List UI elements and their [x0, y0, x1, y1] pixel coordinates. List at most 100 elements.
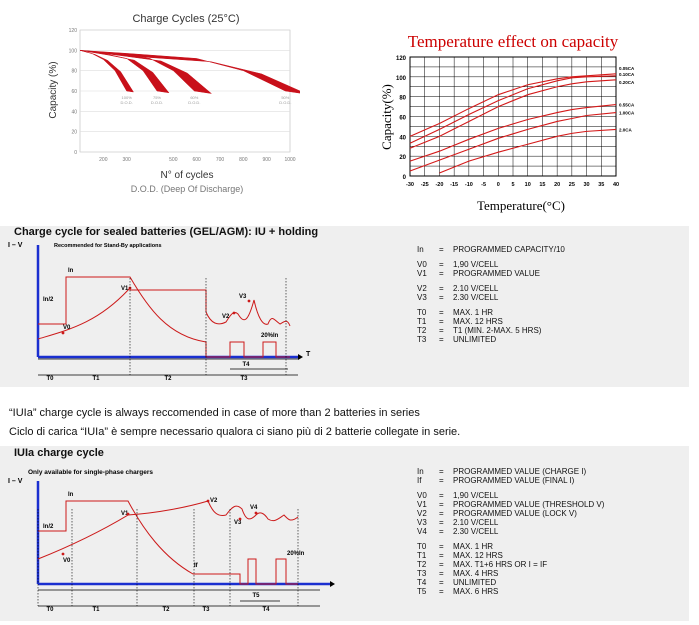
spec-equals: =: [439, 467, 444, 476]
series-label: 2.0CA: [619, 127, 633, 132]
spec-row: V3 = 2.30 V/CELL: [417, 293, 565, 302]
iuia-charge-diagram: I – VTOnly available for single-phase ch…: [8, 469, 335, 613]
curve-label: In: [68, 492, 74, 498]
x-tick-label: -30: [406, 182, 414, 188]
spec-symbol: In: [417, 467, 424, 476]
spec-row: V4 = 2.30 V/CELL: [417, 527, 604, 536]
x-tick-label: -15: [450, 182, 458, 188]
timeline-label: T0: [46, 376, 54, 382]
y-tick-label: 40: [399, 135, 406, 141]
spec-value: 2.30 V/CELL: [453, 527, 499, 536]
spec-value: PROGRAMMED VALUE: [453, 269, 540, 278]
spec-equals: =: [439, 317, 444, 326]
spec-equals: =: [439, 569, 444, 578]
spec-value: 2.10 V/CELL: [453, 518, 499, 527]
spec-row: T2 = MAX. T1+6 HRS OR I = IF: [417, 560, 604, 569]
x-tick-label: 5: [511, 182, 514, 188]
spec-row: T5 = MAX. 6 HRS: [417, 587, 604, 596]
spec-row: T4 = UNLIMITED: [417, 578, 604, 587]
x-tick-label: 1000: [284, 157, 295, 163]
diagram-note: Only available for single-phase chargers: [28, 469, 153, 476]
spec-symbol: V3: [417, 518, 427, 527]
point-marker: [126, 512, 130, 516]
iuia-spec-list: In = PROGRAMMED VALUE (CHARGE I) If = PROGRAM…: [417, 467, 604, 596]
spec-row: T2 = T1 (MIN. 2-MAX. 5 HRS): [417, 326, 565, 335]
spec-equals: =: [439, 500, 444, 509]
x-tick-label: -10: [465, 182, 473, 188]
x-tick-label: 25: [569, 182, 575, 188]
x-tick-label: 30: [584, 182, 590, 188]
x-axis-label: Temperature(°C): [477, 198, 565, 213]
y-tick-label: 20: [399, 155, 406, 161]
timeline-label: T2: [164, 376, 172, 382]
x-axis-arrow: [330, 581, 335, 587]
point-marker: [247, 299, 251, 303]
spec-row: T3 = UNLIMITED: [417, 335, 565, 344]
spec-symbol: T0: [417, 308, 427, 317]
spec-equals: =: [439, 476, 444, 485]
spec-symbol: T3: [417, 569, 427, 578]
spec-equals: =: [439, 293, 444, 302]
iu-spec-list: In = PROGRAMMED CAPACITY/10 V0 = 1,90 V/CELL V…: [417, 245, 565, 344]
timeline-label: T3: [240, 376, 248, 382]
x-tick-label: 0: [497, 182, 500, 188]
curve-label: V1: [121, 511, 129, 517]
point-marker: [61, 331, 65, 335]
dod-curve: [79, 50, 170, 94]
series-label: 0.10CA: [619, 72, 635, 77]
y-tick-label: 0: [74, 150, 77, 156]
y-axis-label: Capacity(%): [379, 84, 394, 150]
spec-value: MAX. 4 HRS: [453, 569, 499, 578]
spec-row: V0 = 1,90 V/CELL: [417, 260, 565, 269]
x-tick-label: 35: [598, 182, 604, 188]
spec-value: MAX. 1 HR: [453, 542, 494, 551]
spec-symbol: V1: [417, 269, 427, 278]
spec-symbol: V2: [417, 509, 427, 518]
curve-label: 20%In: [261, 333, 279, 339]
curve-label: In/2: [43, 297, 54, 303]
curve-label: If: [194, 563, 199, 569]
spec-equals: =: [439, 542, 444, 551]
spec-symbol: T1: [417, 317, 427, 326]
x-tick-label: 600: [192, 157, 201, 163]
current-curve: [38, 276, 290, 358]
spec-equals: =: [439, 245, 444, 254]
diagram-note: Recommended for Stand-By applications: [54, 243, 162, 249]
y-tick-label: 120: [69, 28, 78, 34]
timeline-label: T2: [162, 607, 170, 613]
spec-equals: =: [439, 578, 444, 587]
x-tick-label: -5: [481, 182, 486, 188]
spec-row: V2 = PROGRAMMED VALUE (LOCK V): [417, 509, 604, 518]
spec-symbol: V0: [417, 260, 427, 269]
timeline-label: T5: [252, 593, 260, 599]
x-axis-label: N° of cycles: [161, 170, 214, 181]
point-marker: [232, 311, 236, 315]
spec-symbol: In: [417, 245, 424, 254]
timeline-label: T0: [46, 607, 54, 613]
x-tick-label: 300: [122, 157, 131, 163]
y-tick-label: 60: [71, 89, 77, 95]
x-tick-label: 500: [169, 157, 178, 163]
x-tick-label: 10: [525, 182, 531, 188]
chart-title: Temperature effect on capacity: [408, 32, 619, 51]
y-tick-label: 100: [69, 48, 78, 54]
spec-value: MAX. 1 HR: [453, 308, 494, 317]
spec-value: 1,90 V/CELL: [453, 260, 499, 269]
spec-equals: =: [439, 284, 444, 293]
spec-row: T3 = MAX. 4 HRS: [417, 569, 604, 578]
voltage-curve: [37, 500, 299, 560]
y-tick-label: 100: [396, 76, 407, 82]
curve-label: In/2: [43, 524, 54, 530]
note-italian: Ciclo di carica “IUIa” è sempre necessar…: [9, 426, 461, 438]
dod-curve: [79, 50, 134, 93]
spec-equals: =: [439, 527, 444, 536]
spec-row: In = PROGRAMMED VALUE (CHARGE I): [417, 467, 604, 476]
charge-cycles-chart: Charge Cycles (25°C) Capacity (%) 0 20 40 6…: [48, 13, 300, 194]
point-marker: [238, 517, 242, 521]
spec-equals: =: [439, 509, 444, 518]
spec-symbol: V1: [417, 500, 427, 509]
spec-equals: =: [439, 308, 444, 317]
spec-value: UNLIMITED: [453, 578, 497, 587]
x-axis-arrow: [298, 354, 303, 360]
spec-value: MAX. T1+6 HRS OR I = IF: [453, 560, 548, 569]
